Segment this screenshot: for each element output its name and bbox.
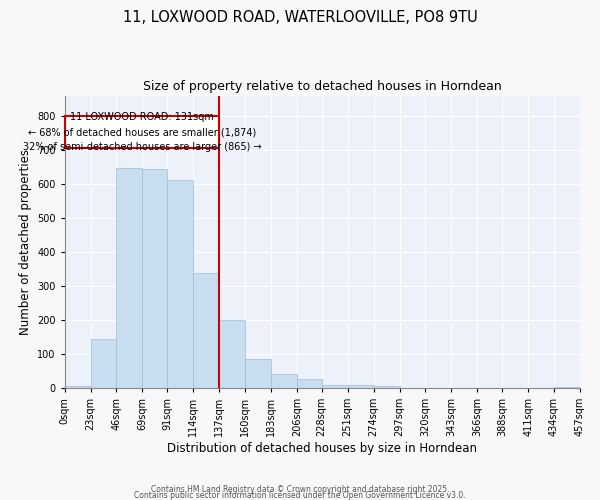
Bar — [245, 359, 271, 388]
Bar — [91, 338, 116, 388]
Bar — [271, 374, 297, 388]
Text: Contains HM Land Registry data © Crown copyright and database right 2025.: Contains HM Land Registry data © Crown c… — [151, 484, 449, 494]
Y-axis label: Number of detached properties: Number of detached properties — [19, 149, 32, 335]
Bar — [347, 384, 374, 388]
Bar — [322, 384, 347, 388]
Bar — [193, 273, 219, 388]
Bar — [167, 180, 193, 388]
Bar — [297, 379, 322, 388]
Bar — [554, 387, 580, 388]
X-axis label: Distribution of detached houses by size in Horndean: Distribution of detached houses by size … — [167, 442, 478, 455]
Bar — [65, 386, 91, 388]
Text: 11, LOXWOOD ROAD, WATERLOOVILLE, PO8 9TU: 11, LOXWOOD ROAD, WATERLOOVILLE, PO8 9TU — [122, 10, 478, 25]
Bar — [116, 168, 142, 388]
Title: Size of property relative to detached houses in Horndean: Size of property relative to detached ho… — [143, 80, 502, 93]
Text: 11 LOXWOOD ROAD: 131sqm
← 68% of detached houses are smaller (1,874)
32% of semi: 11 LOXWOOD ROAD: 131sqm ← 68% of detache… — [23, 112, 261, 152]
Bar — [374, 386, 400, 388]
Bar — [219, 320, 245, 388]
Text: Contains public sector information licensed under the Open Government Licence v3: Contains public sector information licen… — [134, 490, 466, 500]
FancyBboxPatch shape — [65, 116, 219, 148]
Bar — [142, 169, 167, 388]
